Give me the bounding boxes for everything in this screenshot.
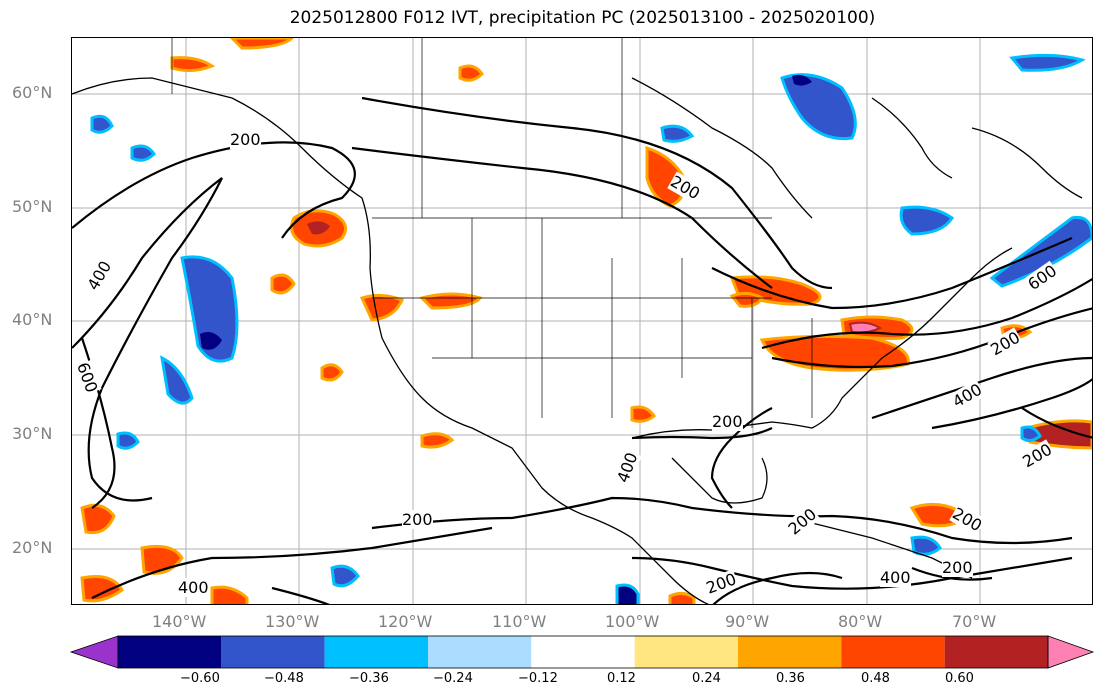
lon-tick-label: 120°W — [378, 612, 433, 631]
contour-label: 200 — [942, 558, 973, 577]
colorbar-extend-low — [69, 635, 119, 669]
lon-tick-label: 140°W — [152, 612, 207, 631]
colorbar-tick-label: −0.60 — [180, 671, 220, 686]
colorbar-cell — [324, 636, 428, 668]
precip-patches — [80, 38, 1092, 604]
colorbar-cell — [841, 636, 945, 668]
map-panel: 200 400 600 400 200 200 200 400 600 200 … — [71, 37, 1093, 605]
map-svg — [72, 38, 1092, 604]
colorbar-extend-high — [1047, 635, 1095, 669]
colorbar-tick-label: 0.48 — [861, 671, 890, 686]
contour-label: 200 — [712, 412, 743, 431]
colorbar-cell — [944, 636, 1048, 668]
colorbar-tick-label: −0.24 — [433, 671, 473, 686]
contour-label: 200 — [230, 130, 261, 149]
lat-tick-label: 50°N — [12, 197, 53, 216]
lat-tick-label: 40°N — [12, 310, 53, 329]
colorbar-tick-label: 0.36 — [776, 671, 805, 686]
colorbar-cell — [118, 636, 222, 668]
map-title: 2025012800 F012 IVT, precipitation PC (2… — [289, 8, 876, 28]
lon-tick-label: 90°W — [725, 612, 770, 631]
colorbar-tick-label: −0.12 — [518, 671, 558, 686]
contour-label: 400 — [178, 578, 209, 597]
colorbar-tick-label: 0.60 — [945, 671, 974, 686]
colorbar-cells — [69, 635, 1095, 669]
lon-tick-label: 100°W — [605, 612, 660, 631]
lon-tick-label: 80°W — [838, 612, 883, 631]
colorbar-tick-label: −0.36 — [349, 671, 389, 686]
colorbar-cell — [738, 636, 842, 668]
colorbar-tick-label: 0.12 — [607, 671, 636, 686]
colorbar-tick-label: 0.24 — [692, 671, 721, 686]
lat-tick-label: 30°N — [12, 424, 53, 443]
colorbar-cell — [428, 636, 532, 668]
lat-tick-label: 20°N — [12, 538, 53, 557]
ivt-contours — [72, 96, 1092, 604]
colorbar — [69, 635, 1095, 669]
lon-tick-label: 130°W — [265, 612, 320, 631]
borders — [171, 38, 813, 428]
graticule — [72, 38, 1092, 604]
colorbar-tick-label: −0.48 — [264, 671, 304, 686]
lon-tick-label: 110°W — [492, 612, 547, 631]
colorbar-cell — [531, 636, 635, 668]
lat-tick-label: 60°N — [12, 83, 53, 102]
colorbar-cell — [634, 636, 738, 668]
colorbar-cell — [221, 636, 325, 668]
contour-label: 200 — [402, 510, 433, 529]
lon-tick-label: 70°W — [952, 612, 997, 631]
contour-label: 400 — [880, 568, 911, 587]
colorbar-outline — [117, 635, 1049, 669]
